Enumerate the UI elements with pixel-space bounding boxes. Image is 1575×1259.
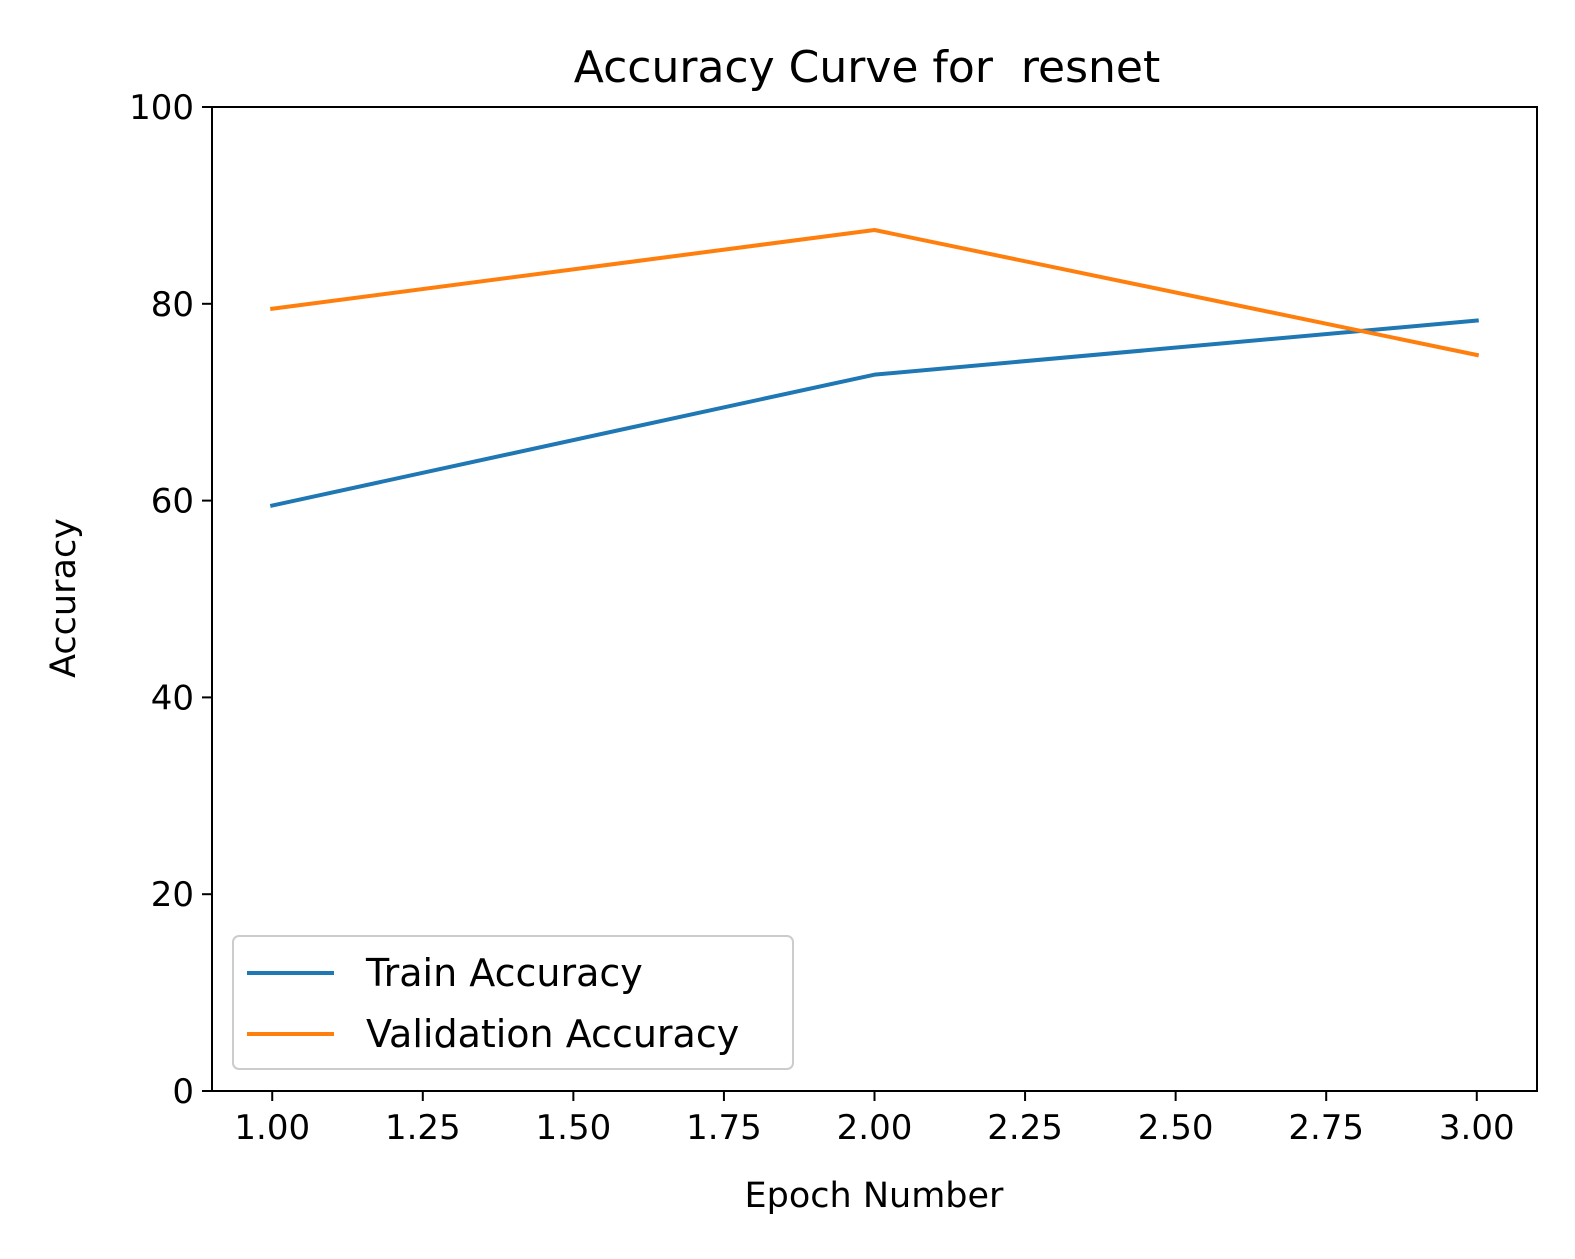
x-tick-label: 1.75 (686, 1108, 762, 1148)
chart-title: Accuracy Curve for resnet (574, 42, 1160, 93)
x-tick-label: 1.00 (234, 1108, 310, 1148)
x-tick-label: 2.75 (1288, 1108, 1364, 1148)
y-tick-label: 100 (129, 88, 194, 128)
x-tick-label: 1.50 (536, 1108, 612, 1148)
y-tick-label: 20 (151, 875, 194, 915)
x-axis-label: Epoch Number (745, 1176, 1005, 1216)
y-tick-label: 60 (151, 482, 194, 522)
series-lines (269, 228, 1480, 508)
plot-frame (211, 106, 1538, 1092)
x-axis-ticks: 1.00 1.25 1.50 1.75 2.00 2.25 2.50 2.75 3.00 (234, 1091, 1515, 1148)
validation-accuracy-line (269, 228, 1480, 358)
x-tick-label: 2.25 (987, 1108, 1063, 1148)
y-axis-ticks: 0 20 40 60 80 100 (129, 88, 212, 1112)
x-tick-label: 1.25 (385, 1108, 461, 1148)
x-tick-label: 2.50 (1138, 1108, 1214, 1148)
y-tick-label: 80 (151, 285, 194, 325)
train-accuracy-line (269, 318, 1479, 508)
y-axis-label: Accuracy (44, 518, 84, 678)
train-accuracy-legend-label: Train Accuracy (365, 951, 643, 995)
legend: Train Accuracy Validation Accuracy (232, 935, 794, 1070)
x-tick-label: 2.00 (837, 1108, 913, 1148)
x-tick-label: 3.00 (1439, 1108, 1515, 1148)
legend-box (232, 935, 794, 1070)
y-tick-label: 0 (172, 1072, 194, 1112)
y-tick-label: 40 (151, 678, 194, 718)
validation-accuracy-legend-label: Validation Accuracy (366, 1012, 739, 1056)
